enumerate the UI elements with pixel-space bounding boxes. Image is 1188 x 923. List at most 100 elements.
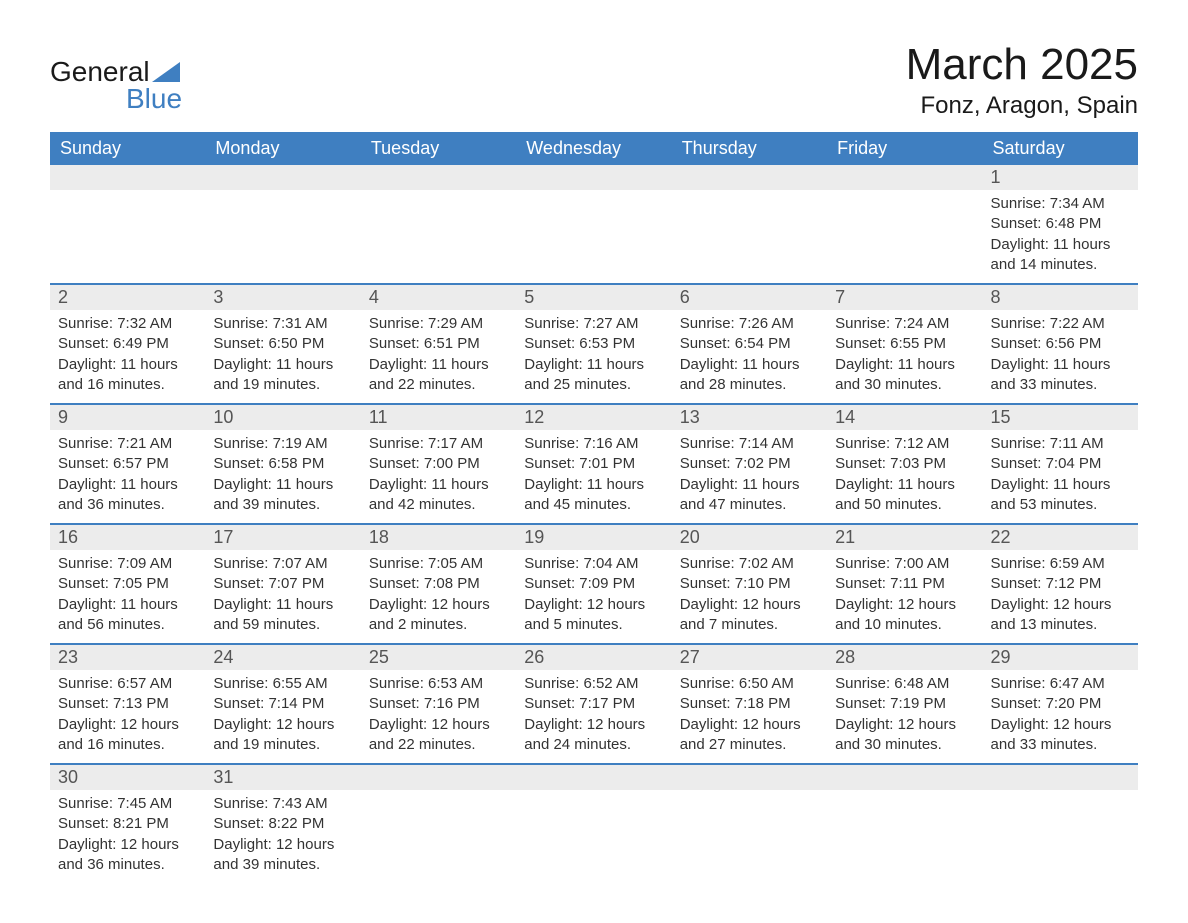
- day-number-cell: 19: [516, 524, 671, 550]
- day-number-cell: [516, 764, 671, 790]
- sunset-line: Sunset: 7:07 PM: [213, 574, 352, 594]
- daylight-line: Daylight: 12 hours and 27 minutes.: [680, 715, 819, 756]
- day-detail-cell: [672, 790, 827, 883]
- calendar-body: 1Sunrise: 7:34 AMSunset: 6:48 PMDaylight…: [50, 165, 1138, 883]
- day-number-cell: [50, 165, 205, 190]
- sunset-line: Sunset: 7:14 PM: [213, 694, 352, 714]
- sunset-line: Sunset: 6:57 PM: [58, 454, 197, 474]
- sunset-line: Sunset: 6:55 PM: [835, 334, 974, 354]
- daylight-line: Daylight: 11 hours and 59 minutes.: [213, 595, 352, 636]
- weekday-header-row: Sunday Monday Tuesday Wednesday Thursday…: [50, 132, 1138, 165]
- weekday-header: Wednesday: [516, 132, 671, 165]
- day-number-cell: [361, 165, 516, 190]
- day-number-cell: 21: [827, 524, 982, 550]
- day-number-cell: 18: [361, 524, 516, 550]
- daylight-line: Daylight: 11 hours and 36 minutes.: [58, 475, 197, 516]
- sunset-line: Sunset: 7:11 PM: [835, 574, 974, 594]
- daylight-line: Daylight: 12 hours and 10 minutes.: [835, 595, 974, 636]
- day-number-cell: 4: [361, 284, 516, 310]
- sunset-line: Sunset: 6:53 PM: [524, 334, 663, 354]
- day-detail-cell: Sunrise: 7:19 AMSunset: 6:58 PMDaylight:…: [205, 430, 360, 524]
- daylight-line: Daylight: 11 hours and 30 minutes.: [835, 355, 974, 396]
- sunrise-line: Sunrise: 7:24 AM: [835, 314, 974, 334]
- sunrise-line: Sunrise: 7:19 AM: [213, 434, 352, 454]
- day-detail-cell: Sunrise: 6:53 AMSunset: 7:16 PMDaylight:…: [361, 670, 516, 764]
- sunset-line: Sunset: 8:21 PM: [58, 814, 197, 834]
- day-detail-cell: [827, 790, 982, 883]
- day-number-cell: 24: [205, 644, 360, 670]
- sunrise-line: Sunrise: 6:50 AM: [680, 674, 819, 694]
- sunset-line: Sunset: 7:17 PM: [524, 694, 663, 714]
- logo: General Blue: [50, 58, 182, 111]
- sunset-line: Sunset: 6:50 PM: [213, 334, 352, 354]
- daylight-line: Daylight: 11 hours and 39 minutes.: [213, 475, 352, 516]
- day-detail-cell: Sunrise: 6:55 AMSunset: 7:14 PMDaylight:…: [205, 670, 360, 764]
- day-detail-cell: [983, 790, 1138, 883]
- sunrise-line: Sunrise: 6:52 AM: [524, 674, 663, 694]
- day-detail-cell: Sunrise: 7:43 AMSunset: 8:22 PMDaylight:…: [205, 790, 360, 883]
- daylight-line: Daylight: 12 hours and 2 minutes.: [369, 595, 508, 636]
- daylight-line: Daylight: 12 hours and 5 minutes.: [524, 595, 663, 636]
- page-title: March 2025: [906, 40, 1138, 90]
- day-detail-cell: Sunrise: 7:26 AMSunset: 6:54 PMDaylight:…: [672, 310, 827, 404]
- sunset-line: Sunset: 7:01 PM: [524, 454, 663, 474]
- daylight-line: Daylight: 12 hours and 24 minutes.: [524, 715, 663, 756]
- day-number-cell: 9: [50, 404, 205, 430]
- logo-text-1: General: [50, 58, 150, 86]
- day-number-cell: 3: [205, 284, 360, 310]
- sunrise-line: Sunrise: 6:47 AM: [991, 674, 1130, 694]
- daylight-line: Daylight: 11 hours and 45 minutes.: [524, 475, 663, 516]
- day-number-cell: 14: [827, 404, 982, 430]
- day-detail-cell: Sunrise: 7:22 AMSunset: 6:56 PMDaylight:…: [983, 310, 1138, 404]
- day-detail-cell: Sunrise: 7:07 AMSunset: 7:07 PMDaylight:…: [205, 550, 360, 644]
- day-detail-cell: Sunrise: 7:09 AMSunset: 7:05 PMDaylight:…: [50, 550, 205, 644]
- sunset-line: Sunset: 7:08 PM: [369, 574, 508, 594]
- sunrise-line: Sunrise: 6:57 AM: [58, 674, 197, 694]
- sunrise-line: Sunrise: 7:27 AM: [524, 314, 663, 334]
- day-detail-cell: [361, 190, 516, 284]
- daylight-line: Daylight: 11 hours and 53 minutes.: [991, 475, 1130, 516]
- sunrise-line: Sunrise: 7:29 AM: [369, 314, 508, 334]
- weekday-header: Friday: [827, 132, 982, 165]
- calendar-table: Sunday Monday Tuesday Wednesday Thursday…: [50, 132, 1138, 883]
- day-detail-cell: Sunrise: 7:14 AMSunset: 7:02 PMDaylight:…: [672, 430, 827, 524]
- day-detail-cell: Sunrise: 7:16 AMSunset: 7:01 PMDaylight:…: [516, 430, 671, 524]
- daynum-row: 23242526272829: [50, 644, 1138, 670]
- sunrise-line: Sunrise: 7:26 AM: [680, 314, 819, 334]
- day-number-cell: 11: [361, 404, 516, 430]
- sunset-line: Sunset: 7:13 PM: [58, 694, 197, 714]
- daynum-row: 16171819202122: [50, 524, 1138, 550]
- sunrise-line: Sunrise: 6:53 AM: [369, 674, 508, 694]
- sunrise-line: Sunrise: 7:43 AM: [213, 794, 352, 814]
- day-number-cell: 16: [50, 524, 205, 550]
- daylight-line: Daylight: 12 hours and 39 minutes.: [213, 835, 352, 876]
- weekday-header: Thursday: [672, 132, 827, 165]
- logo-triangle-icon: [152, 62, 180, 82]
- daynum-row: 9101112131415: [50, 404, 1138, 430]
- sunrise-line: Sunrise: 7:45 AM: [58, 794, 197, 814]
- day-number-cell: 20: [672, 524, 827, 550]
- day-detail-cell: Sunrise: 7:32 AMSunset: 6:49 PMDaylight:…: [50, 310, 205, 404]
- sunrise-line: Sunrise: 7:17 AM: [369, 434, 508, 454]
- day-number-cell: 1: [983, 165, 1138, 190]
- detail-row: Sunrise: 7:09 AMSunset: 7:05 PM Daylight:…: [50, 550, 1138, 644]
- sunset-line: Sunset: 7:02 PM: [680, 454, 819, 474]
- day-number-cell: [361, 764, 516, 790]
- day-number-cell: 15: [983, 404, 1138, 430]
- sunset-line: Sunset: 7:12 PM: [991, 574, 1130, 594]
- sunset-line: Sunset: 6:48 PM: [991, 214, 1130, 234]
- day-detail-cell: Sunrise: 6:59 AMSunset: 7:12 PMDaylight:…: [983, 550, 1138, 644]
- day-number-cell: 13: [672, 404, 827, 430]
- day-detail-cell: Sunrise: 7:34 AMSunset: 6:48 PMDaylight:…: [983, 190, 1138, 284]
- sunrise-line: Sunrise: 7:09 AM: [58, 554, 197, 574]
- day-number-cell: 7: [827, 284, 982, 310]
- sunrise-line: Sunrise: 7:11 AM: [991, 434, 1130, 454]
- daylight-line: Daylight: 12 hours and 16 minutes.: [58, 715, 197, 756]
- weekday-header: Saturday: [983, 132, 1138, 165]
- daylight-line: Daylight: 11 hours and 47 minutes.: [680, 475, 819, 516]
- day-detail-cell: Sunrise: 7:00 AMSunset: 7:11 PMDaylight:…: [827, 550, 982, 644]
- weekday-header: Tuesday: [361, 132, 516, 165]
- day-number-cell: 5: [516, 284, 671, 310]
- sunrise-line: Sunrise: 7:21 AM: [58, 434, 197, 454]
- sunset-line: Sunset: 7:05 PM: [58, 574, 197, 594]
